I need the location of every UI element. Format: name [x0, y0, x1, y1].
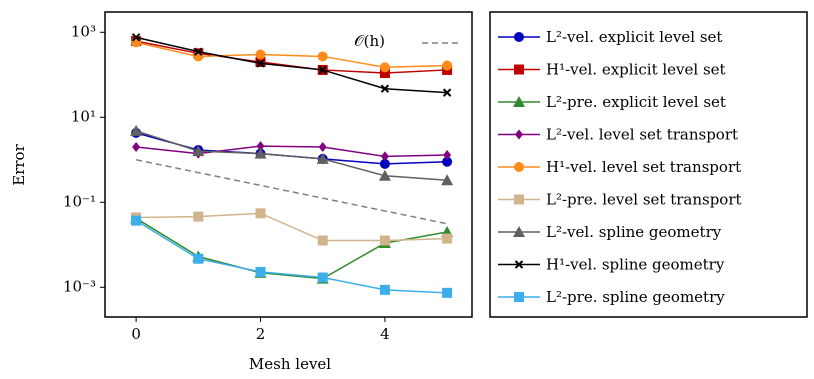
- legend-frame: [489, 11, 808, 318]
- legend-key-marker: [514, 292, 524, 302]
- data-point: [441, 174, 454, 186]
- data-point: [255, 208, 266, 219]
- data-point: [379, 68, 390, 79]
- data-point: [256, 59, 265, 68]
- series-line: [135, 217, 448, 280]
- plot-frame: [104, 11, 473, 318]
- x-axis-label: Mesh level: [249, 355, 331, 373]
- legend-label: L²-pre. spline geometry: [546, 288, 725, 306]
- legend-key-marker: [514, 194, 524, 205]
- data-point: [317, 51, 328, 62]
- legend-label: H¹-vel. spline geometry: [546, 256, 725, 274]
- data-point: [131, 215, 142, 226]
- legend-key-marker: [514, 260, 524, 269]
- data-point: [443, 149, 452, 160]
- data-point: [379, 284, 390, 295]
- legend-label: L²-pre. level set transport: [546, 191, 742, 209]
- legend-label: L²-vel. level set transport: [546, 126, 738, 144]
- x-tick-label: 4: [380, 325, 390, 343]
- data-point: [254, 147, 267, 159]
- y-tick-label: 10³: [71, 22, 96, 40]
- data-point: [379, 62, 390, 73]
- data-point: [192, 145, 205, 157]
- data-point: [132, 141, 141, 152]
- data-point: [318, 65, 327, 75]
- legend-key-marker: [514, 162, 524, 172]
- data-point: [194, 47, 203, 56]
- series-line: [136, 212, 448, 242]
- y-tick-label: 10¹: [71, 107, 96, 125]
- legend-label: L²-vel. spline geometry: [546, 223, 722, 241]
- legend-label: H¹-vel. level set transport: [546, 158, 741, 176]
- series-line: [135, 220, 448, 294]
- data-point: [442, 88, 452, 97]
- data-point: [442, 156, 453, 167]
- legend-key-marker: [513, 96, 525, 107]
- data-point: [255, 266, 266, 277]
- data-point: [255, 56, 266, 67]
- reference-line: [135, 159, 448, 225]
- data-point: [256, 141, 265, 152]
- data-point: [442, 287, 453, 298]
- data-point: [130, 124, 143, 136]
- y-tick-label: 10⁻³: [63, 277, 96, 295]
- data-point: [318, 141, 327, 152]
- data-point: [193, 253, 204, 264]
- reference-label: 𝒪(h): [354, 32, 385, 50]
- x-tick-label: 2: [256, 325, 266, 343]
- series-line: [135, 132, 448, 165]
- data-point: [255, 49, 266, 60]
- data-point: [316, 152, 329, 164]
- data-point: [317, 272, 328, 283]
- series-line: [136, 145, 448, 158]
- legend-key-marker: [513, 226, 525, 237]
- data-point: [378, 169, 391, 181]
- x-tick-label: 0: [131, 325, 141, 343]
- data-point: [379, 158, 390, 169]
- series-line: [135, 36, 448, 94]
- data-point: [442, 233, 453, 244]
- legend-key-marker: [514, 64, 524, 75]
- series-line: [135, 130, 448, 181]
- legend-key-marker: [514, 32, 524, 42]
- y-tick-label: 10⁻¹: [63, 192, 96, 210]
- data-point: [380, 84, 390, 93]
- legend-label: H¹-vel. explicit level set: [546, 61, 726, 79]
- data-point: [193, 211, 204, 222]
- data-point: [380, 151, 389, 162]
- series-line: [135, 40, 448, 74]
- data-point: [317, 235, 328, 246]
- series-line: [135, 41, 448, 69]
- legend-label: L²-pre. explicit level set: [546, 93, 726, 111]
- data-point: [442, 60, 453, 71]
- legend-label: L²-vel. explicit level set: [546, 28, 722, 46]
- data-point: [131, 33, 141, 42]
- y-axis-label: Error: [10, 143, 28, 185]
- data-point: [379, 235, 390, 246]
- legend-key-marker: [515, 129, 523, 140]
